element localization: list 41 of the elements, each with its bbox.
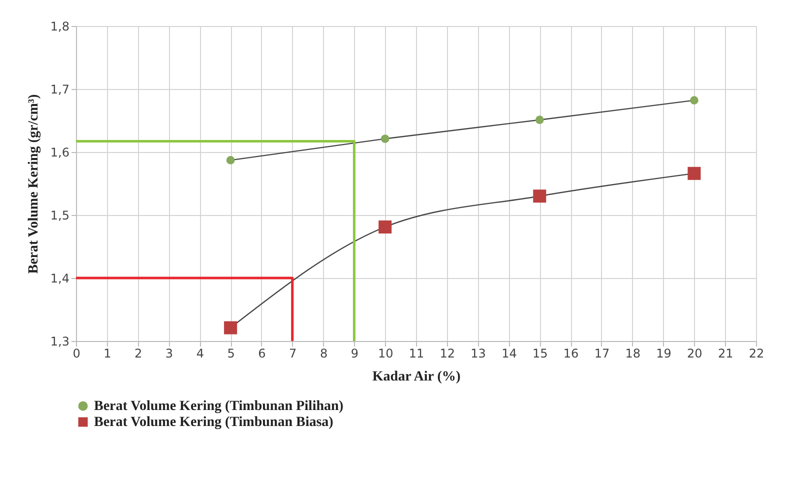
y-tick-label: 1,5 xyxy=(50,208,70,222)
y-axis-title: Berat Volume Kering (gr/cm³) xyxy=(26,94,42,274)
y-tick-label: 1,4 xyxy=(50,272,70,286)
x-tick-label: 6 xyxy=(258,346,266,360)
point xyxy=(688,166,701,180)
x-tick-label: 5 xyxy=(227,346,235,360)
x-tick-label: 1 xyxy=(104,346,112,360)
point xyxy=(378,220,392,234)
x-tick-label: 12 xyxy=(440,346,456,360)
x-tick-label: 7 xyxy=(289,346,297,360)
x-tick-label: 21 xyxy=(718,346,734,360)
x-tick-label: 22 xyxy=(748,346,764,360)
y-tick-label: 1,7 xyxy=(50,82,70,96)
y-tick-label: 1,8 xyxy=(50,20,70,34)
x-tick-label: 14 xyxy=(502,346,517,360)
x-tick-label: 11 xyxy=(408,346,424,360)
x-tick-label: 10 xyxy=(378,346,394,360)
x-tick-label: 17 xyxy=(594,346,610,360)
y-tick-label: 1,3 xyxy=(50,334,70,348)
point xyxy=(380,134,390,143)
y-tick-label: 1,6 xyxy=(50,146,70,160)
point xyxy=(533,190,546,203)
point xyxy=(690,96,698,105)
x-tick-label: 2 xyxy=(134,346,142,360)
x-tick-label: 3 xyxy=(165,346,174,360)
x-tick-label: 15 xyxy=(532,346,548,360)
legend-label: Berat Volume Kering (Timbunan Pilihan) xyxy=(94,399,344,414)
x-tick-label: 19 xyxy=(656,346,672,360)
x-tick-label: 0 xyxy=(72,346,80,360)
x-axis-title: Kadar Air (%) xyxy=(372,370,461,384)
x-tick-label: 4 xyxy=(196,346,204,360)
x-tick-label: 13 xyxy=(470,346,486,360)
point xyxy=(224,321,238,334)
x-tick-label: 18 xyxy=(625,346,641,360)
legend-label: Berat Volume Kering (Timbunan Biasa) xyxy=(94,415,334,430)
x-tick-label: 16 xyxy=(563,346,579,360)
x-tick-label: 8 xyxy=(320,346,328,360)
point xyxy=(226,156,235,164)
point xyxy=(535,116,544,124)
x-tick-label: 20 xyxy=(687,346,702,360)
x-tick-label: 9 xyxy=(350,346,358,360)
